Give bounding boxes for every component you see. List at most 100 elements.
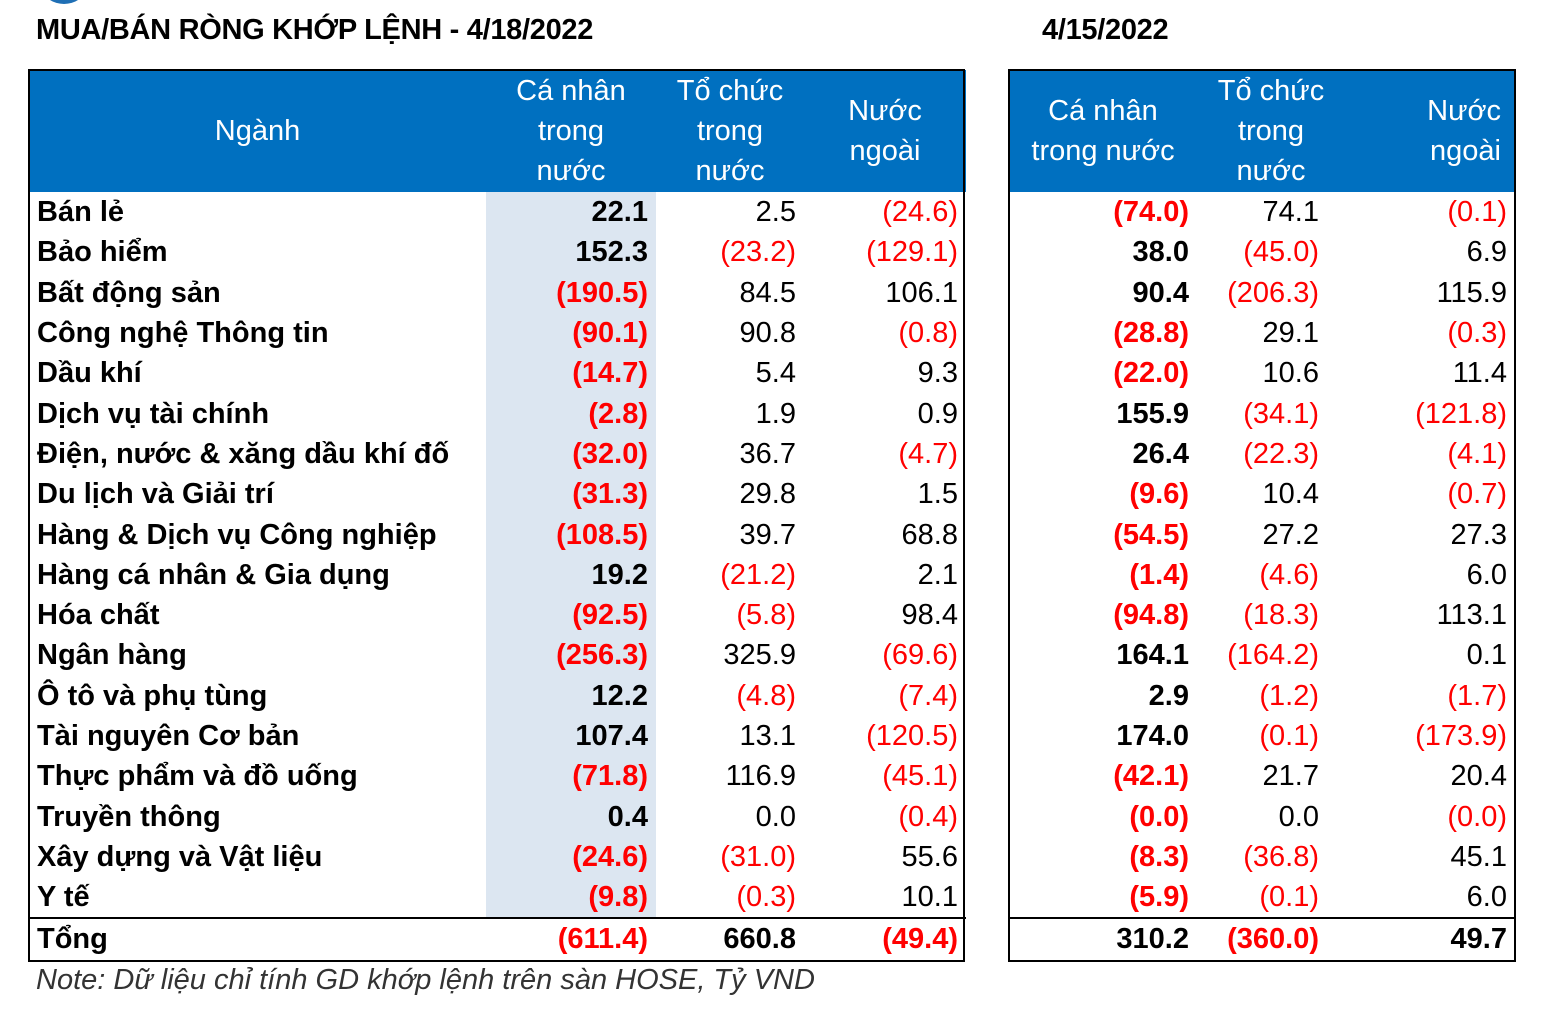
individual-value: 19.2 (486, 554, 656, 595)
institution-value: (1.2) (1259, 679, 1319, 712)
sector-cell: Hàng & Dịch vụ Công nghiệp (37, 518, 437, 551)
foreign-value: (49.4) (804, 917, 966, 960)
sector-cell: Dịch vụ tài chính (37, 397, 270, 430)
header-foreign: Nước ngoài (804, 70, 966, 192)
sector-cell: Công nghệ Thông tin (37, 317, 329, 350)
individual-value: (54.5) (1113, 518, 1189, 551)
institution-value: 1.9 (755, 397, 796, 430)
sector-cell: Truyền thông (37, 800, 221, 833)
sector-cell: Xây dựng và Vật liệu (37, 840, 323, 873)
institution-value: (36.8) (1243, 840, 1319, 873)
page-title: MUA/BÁN RÒNG KHỚP LỆNH - 4/18/2022 (36, 14, 594, 46)
institution-value: (45.0) (1243, 236, 1319, 269)
sector-cell: Bán lẻ (37, 196, 125, 229)
foreign-value: 2.1 (917, 558, 958, 591)
table-row: Bảo hiểm 152.3 (23.2) (129.1) (29, 232, 966, 273)
header-foreign: Nước ngoài (1345, 70, 1515, 192)
institution-value: 5.4 (755, 357, 796, 390)
individual-value: 26.4 (1132, 437, 1189, 470)
institution-value: 39.7 (739, 518, 796, 551)
foreign-value: 6.9 (1466, 236, 1507, 269)
foreign-value: (69.6) (882, 639, 958, 672)
individual-value: (9.8) (486, 877, 656, 919)
individual-value: (31.3) (486, 474, 656, 515)
individual-value: (28.8) (1113, 317, 1189, 350)
foreign-value: (0.0) (1447, 800, 1507, 833)
foreign-value: 6.0 (1466, 881, 1507, 914)
sector-cell: Bảo hiểm (37, 236, 168, 269)
institution-value: (4.6) (1259, 558, 1319, 591)
foreign-value: (24.6) (882, 196, 958, 229)
individual-value: (22.0) (1113, 357, 1189, 390)
individual-value: (92.5) (486, 594, 656, 636)
table-row: Công nghệ Thông tin (90.1) 90.8 (0.8) (29, 312, 966, 354)
foreign-value: 11.4 (1452, 357, 1507, 390)
individual-value: (14.7) (486, 353, 656, 394)
individual-value: (71.8) (486, 756, 656, 797)
individual-value: 310.2 (1009, 917, 1197, 960)
individual-value: (9.6) (1129, 478, 1189, 511)
sector-cell: Y tế (37, 881, 90, 914)
individual-value: 174.0 (1116, 720, 1189, 752)
individual-value: (8.3) (1129, 840, 1189, 873)
foreign-value: 106.1 (885, 276, 958, 309)
sector-cell: Bất động sản (37, 276, 221, 309)
foreign-value: 27.3 (1450, 518, 1507, 551)
sector-cell: Hóa chất (37, 599, 160, 632)
individual-value: (74.0) (1113, 196, 1189, 229)
logo-icon (44, 0, 84, 4)
institution-value: 10.6 (1262, 357, 1319, 390)
institution-value: 90.8 (739, 317, 796, 350)
table-row: Dịch vụ tài chính (2.8) 1.9 0.9 (29, 393, 966, 434)
institution-value: 84.5 (739, 276, 796, 309)
header-sector: Ngành (29, 70, 486, 192)
foreign-value: 0.9 (917, 397, 958, 430)
institution-value: 13.1 (739, 720, 796, 752)
foreign-value: 0.1 (1466, 639, 1507, 672)
foreign-value: (1.7) (1447, 679, 1507, 712)
sector-cell: Điện, nước & xăng dầu khí đố (37, 437, 450, 470)
institution-value: 21.7 (1262, 760, 1319, 793)
table-row: Ô tô và phụ tùng 12.2 (4.8) (7.4) (29, 675, 966, 716)
foreign-value: (45.1) (882, 760, 958, 793)
foreign-value: (0.7) (1447, 478, 1507, 511)
institution-value: 29.1 (1262, 317, 1319, 350)
total-row: Tổng (611.4) 660.8 (49.4) (29, 917, 966, 960)
individual-value: 12.2 (486, 675, 656, 716)
foreign-value: 55.6 (901, 840, 958, 873)
sector-cell: Ngân hàng (37, 639, 187, 672)
table-row: 38.0 (45.0) 6.9 (1009, 232, 1515, 272)
individual-value: (108.5) (486, 514, 656, 555)
header-individual: Cá nhân trong nước (486, 70, 656, 192)
foreign-value: 20.4 (1450, 760, 1507, 793)
institution-value: 29.8 (739, 478, 796, 511)
table-row: Xây dựng và Vật liệu (24.6) (31.0) 55.6 (29, 836, 966, 878)
foreign-value: (173.9) (1415, 720, 1507, 752)
individual-value: (1.4) (1129, 558, 1189, 591)
institution-value: (0.1) (1259, 720, 1319, 752)
total-row: 310.2 (360.0) 49.7 (1009, 917, 1515, 960)
foreign-value: 115.9 (1436, 276, 1507, 309)
table-row: (42.1) 21.7 20.4 (1009, 756, 1515, 796)
table-row: Bán lẻ 22.1 2.5 (24.6) (29, 192, 966, 233)
foreign-value: (0.1) (1447, 196, 1507, 229)
table-row: 2.9 (1.2) (1.7) (1009, 676, 1515, 716)
individual-value: (190.5) (486, 272, 656, 313)
individual-value: (0.0) (1129, 800, 1189, 833)
table-row: Thực phẩm và đồ uống (71.8) 116.9 (45.1) (29, 756, 966, 797)
individual-value: (5.9) (1129, 881, 1189, 914)
individual-value: (24.6) (486, 836, 656, 878)
foreign-value: (0.8) (898, 317, 958, 350)
individual-value: 90.4 (1132, 276, 1189, 309)
foreign-value: 113.1 (1436, 599, 1507, 632)
institution-value: 10.4 (1262, 478, 1319, 511)
foreign-value: 10.1 (901, 881, 958, 914)
institution-value: 0.0 (1278, 800, 1319, 833)
table-row: Ngân hàng (256.3) 325.9 (69.6) (29, 635, 966, 676)
table-header-row: Ngành Cá nhân trong nước Tổ chức trong n… (29, 70, 966, 192)
table-row: Bất động sản (190.5) 84.5 106.1 (29, 272, 966, 313)
individual-value: 152.3 (486, 232, 656, 273)
table-row: 164.1 (164.2) 0.1 (1009, 635, 1515, 675)
header-institution: Tổ chức trong nước (1197, 70, 1345, 192)
table-row: Tài nguyên Cơ bản 107.4 13.1 (120.5) (29, 715, 966, 757)
